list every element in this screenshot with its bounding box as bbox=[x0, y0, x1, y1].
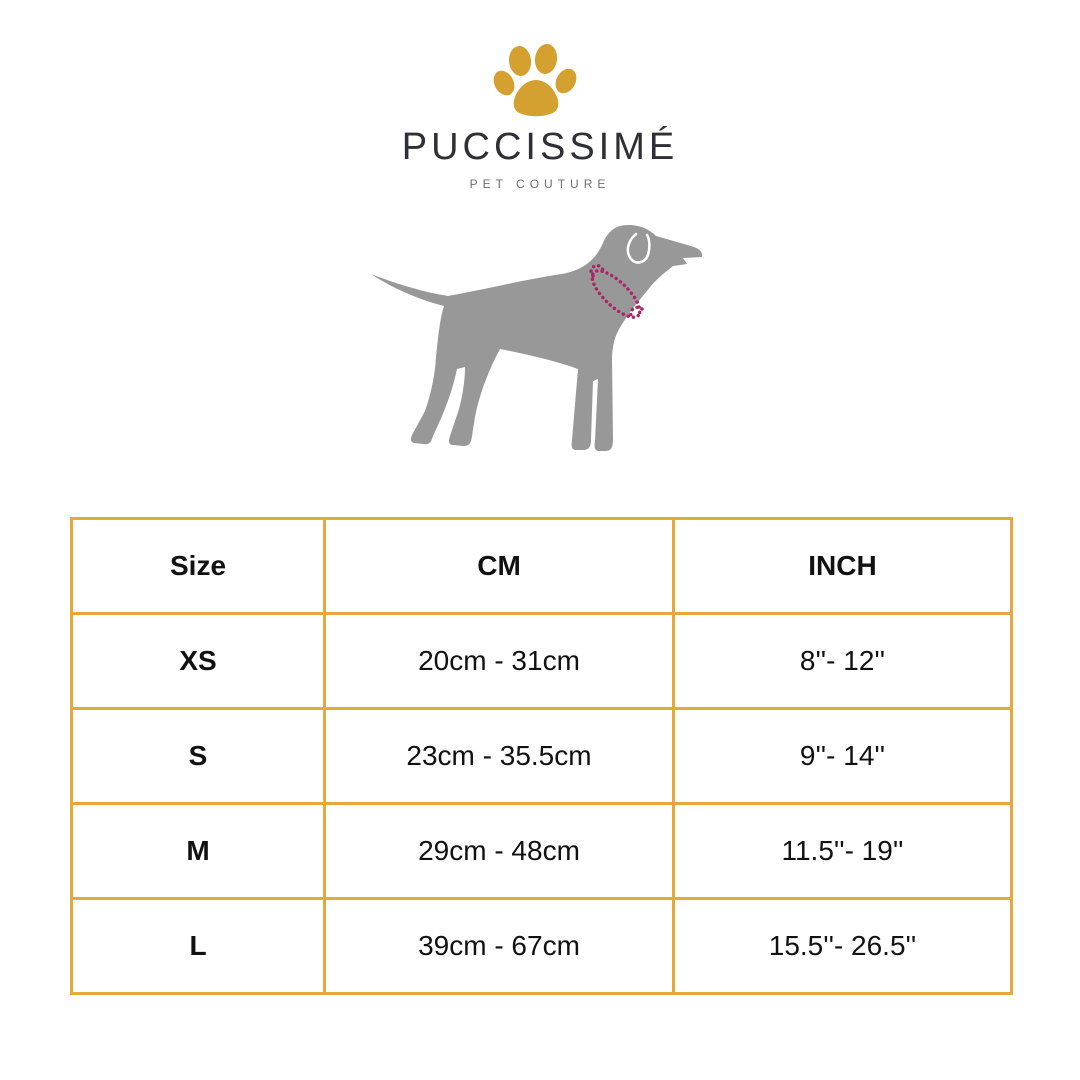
column-header-size: Size bbox=[70, 517, 326, 615]
inch-cell: 8''- 12'' bbox=[672, 612, 1013, 710]
brand-tagline: PET COUTURE bbox=[469, 177, 611, 191]
ear-outline-icon bbox=[626, 232, 651, 264]
dog-silhouette bbox=[371, 225, 703, 451]
column-header-inch: INCH bbox=[672, 517, 1013, 615]
header-row: Size CM INCH bbox=[70, 517, 1013, 615]
table-row: M 29cm - 48cm 11.5''- 19'' bbox=[70, 802, 1013, 900]
size-chart-table: Size CM INCH XS 20cm - 31cm 8''- 12'' S … bbox=[70, 517, 1013, 995]
table-row: XS 20cm - 31cm 8''- 12'' bbox=[70, 612, 1013, 710]
size-cell: L bbox=[70, 897, 326, 995]
paw-icon bbox=[493, 44, 577, 117]
column-header-cm: CM bbox=[323, 517, 675, 615]
cm-cell: 23cm - 35.5cm bbox=[323, 707, 675, 805]
dog-body-shape bbox=[371, 225, 703, 451]
brand-name: PUCCISSIMÉ bbox=[401, 126, 679, 168]
inch-cell: 11.5''- 19'' bbox=[672, 802, 1013, 900]
cm-cell: 29cm - 48cm bbox=[323, 802, 675, 900]
size-cell: M bbox=[70, 802, 326, 900]
inch-cell: 15.5''- 26.5'' bbox=[672, 897, 1013, 995]
size-cell: S bbox=[70, 707, 326, 805]
inch-cell: 9''- 14'' bbox=[672, 707, 1013, 805]
table-row: S 23cm - 35.5cm 9''- 14'' bbox=[70, 707, 1013, 805]
collar-necklace-icon bbox=[589, 263, 644, 321]
cm-cell: 39cm - 67cm bbox=[323, 897, 675, 995]
size-cell: XS bbox=[70, 612, 326, 710]
cm-cell: 20cm - 31cm bbox=[323, 612, 675, 710]
table-row: L 39cm - 67cm 15.5''- 26.5'' bbox=[70, 897, 1013, 995]
